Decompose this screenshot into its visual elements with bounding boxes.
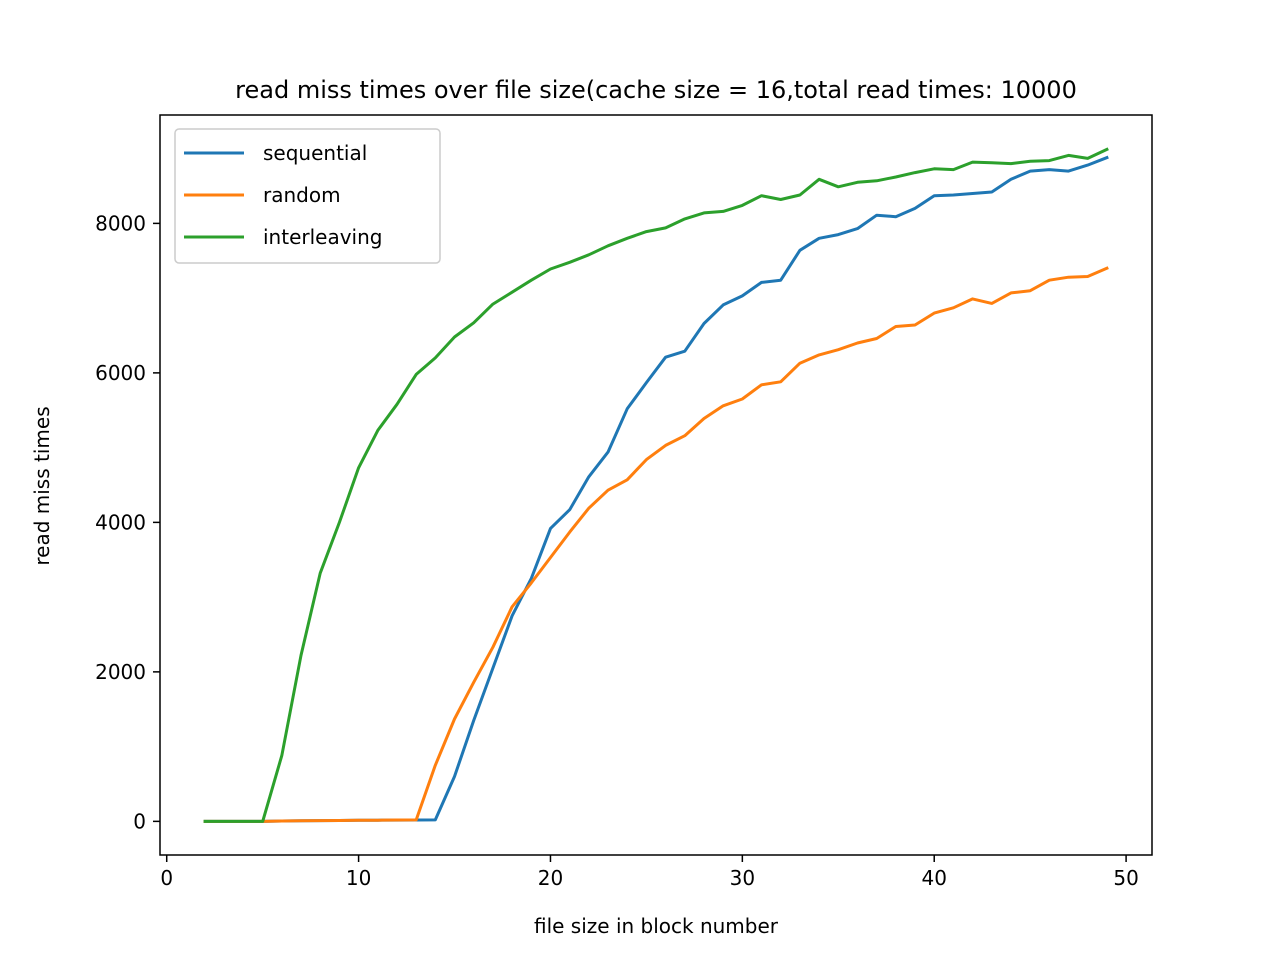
x-tick-label: 10 <box>346 866 371 890</box>
x-tick-label: 20 <box>538 866 563 890</box>
series-layer <box>203 147 1109 823</box>
chart-title: read miss times over file size(cache siz… <box>235 76 1077 104</box>
y-tick-label: 8000 <box>95 211 146 235</box>
legend: sequential random interleaving <box>174 128 441 264</box>
y-tick-label: 2000 <box>95 660 146 684</box>
y-tick-label: 6000 <box>95 361 146 385</box>
series-line-random <box>203 266 1109 823</box>
y-tick-label: 0 <box>133 809 146 833</box>
x-axis-label: file size in block number <box>534 914 779 938</box>
y-axis: 0 2000 4000 6000 8000 <box>95 211 160 833</box>
series-line-interleaving <box>203 147 1109 823</box>
y-tick-label: 4000 <box>95 510 146 534</box>
legend-box <box>174 128 441 264</box>
legend-label-random: random <box>263 183 341 207</box>
y-axis-label: read miss times <box>30 406 54 565</box>
x-tick-label: 0 <box>160 866 173 890</box>
x-tick-label: 40 <box>921 866 946 890</box>
x-axis: 0 10 20 30 40 50 <box>160 855 1139 890</box>
legend-label-sequential: sequential <box>263 141 367 165</box>
x-tick-label: 50 <box>1113 866 1138 890</box>
x-tick-label: 30 <box>730 866 755 890</box>
plot-frame <box>159 114 1153 856</box>
legend-label-interleaving: interleaving <box>263 225 382 249</box>
